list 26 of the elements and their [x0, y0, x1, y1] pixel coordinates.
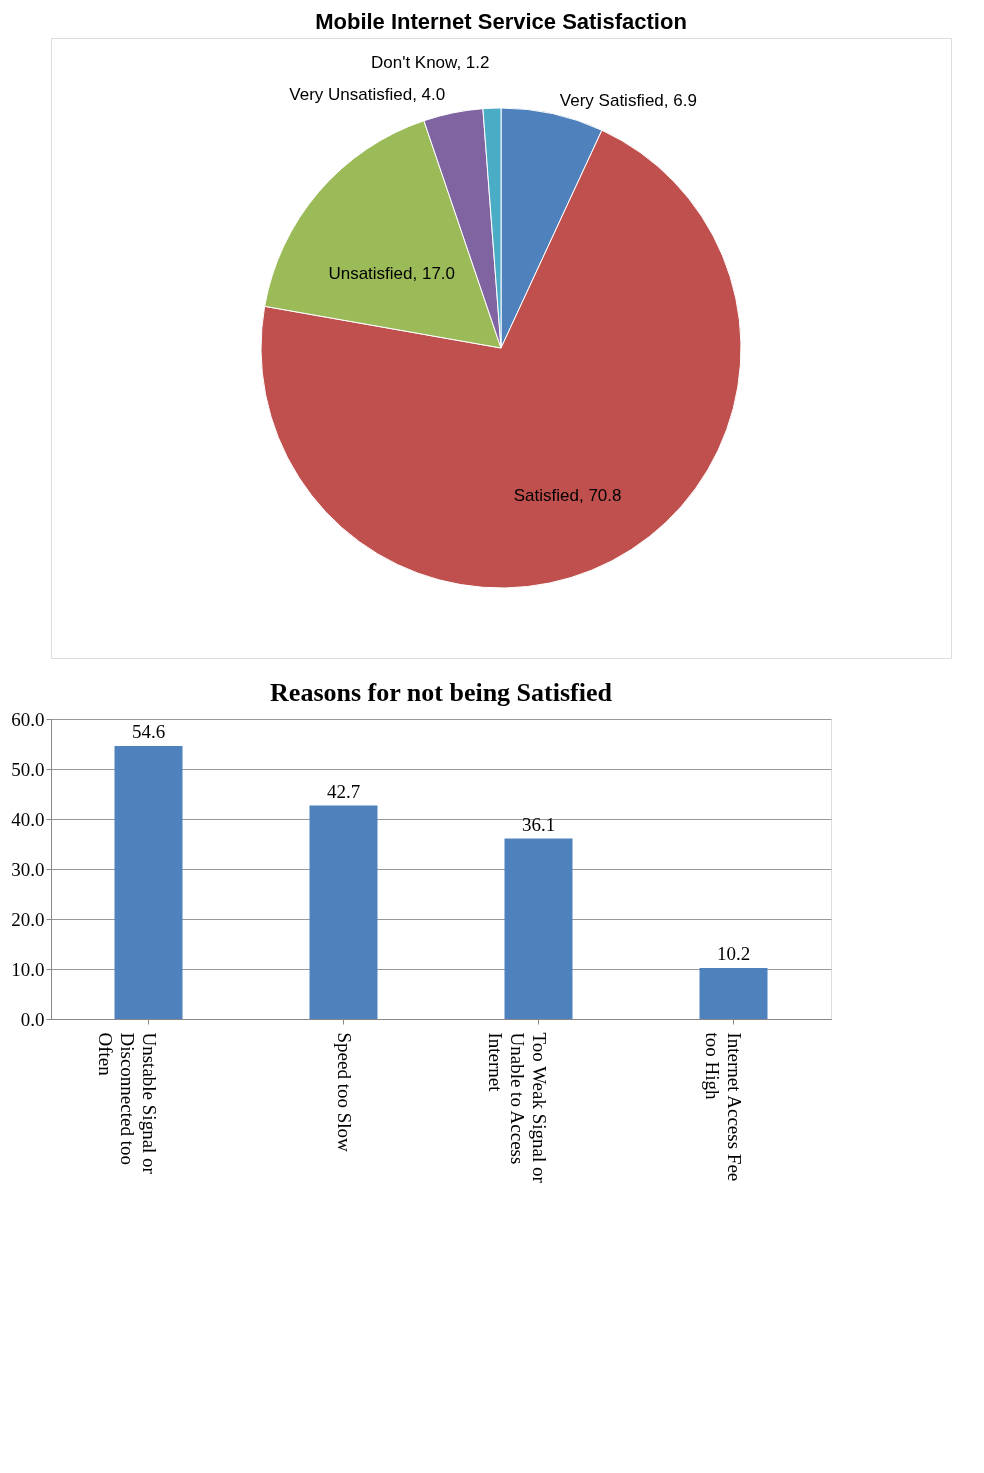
data-label: 42.7	[326, 780, 361, 802]
x-tick-label: Internet Access Fee too High	[701, 1032, 745, 1182]
x-tick-label: Too Weak Signal or Unable to Access Internet	[484, 1032, 550, 1184]
slice-label: Very Unsatisfied, 4.0	[289, 84, 446, 104]
slice-label: Very Satisfied, 6.9	[559, 91, 697, 111]
chart-title: Mobile Internet Service Satisfaction	[315, 9, 687, 34]
data-label: 10.2	[716, 943, 751, 964]
y-tick-label: 40.0	[11, 808, 45, 830]
y-tick-label: 30.0	[11, 858, 45, 880]
chart-title: Reasons for not being Satisfied	[270, 678, 613, 707]
bar	[309, 805, 378, 1019]
data-label: 36.1	[521, 813, 556, 835]
x-tick-label: Speed too Slow	[333, 1032, 355, 1153]
slice-label: Satisfied, 70.8	[513, 485, 622, 505]
y-tick-label: 0.0	[20, 1008, 45, 1030]
y-tick-label: 60.0	[11, 708, 45, 730]
x-tick-label: Unstable Signal or Disconnected too Often	[94, 1032, 160, 1175]
bar	[504, 838, 573, 1019]
y-tick-label: 50.0	[11, 758, 45, 780]
slice-label: Don't Know, 1.2	[370, 53, 490, 73]
bar	[699, 968, 768, 1019]
bar	[114, 746, 183, 1019]
slice-label: Unsatisfied, 17.0	[328, 264, 456, 284]
y-tick-label: 10.0	[11, 958, 45, 980]
data-label: 54.6	[131, 721, 166, 742]
y-tick-label: 20.0	[11, 908, 45, 930]
